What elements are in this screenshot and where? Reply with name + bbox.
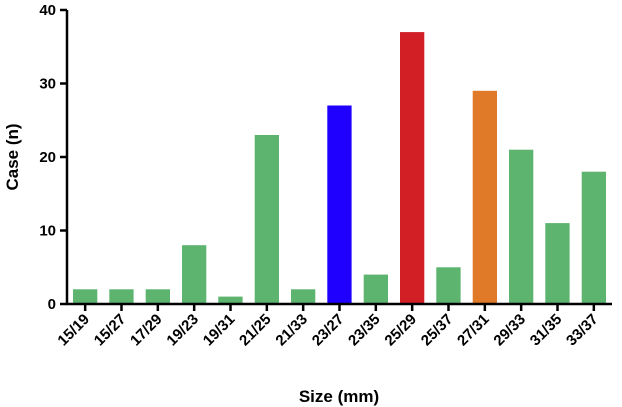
y-tick-label: 40 bbox=[39, 2, 56, 19]
x-axis-ticks: 15/1915/2717/2919/2319/3121/2521/3323/27… bbox=[54, 304, 602, 350]
x-tick-label: 17/29 bbox=[127, 311, 166, 350]
y-axis-ticks: 0 10 20 30 40 bbox=[39, 2, 67, 313]
x-tick-label: 23/35 bbox=[345, 311, 384, 350]
x-tick-label: 25/29 bbox=[381, 311, 420, 350]
x-tick-label: 21/33 bbox=[272, 311, 311, 350]
bar-25-29 bbox=[400, 32, 425, 304]
bar-27-31 bbox=[472, 90, 497, 304]
x-tick-label: 29/33 bbox=[490, 311, 529, 350]
x-tick-label: 15/27 bbox=[91, 311, 130, 350]
bar-19-23 bbox=[182, 245, 207, 304]
bars-group bbox=[73, 32, 606, 305]
bar-15-19 bbox=[73, 289, 98, 304]
y-tick-label: 10 bbox=[39, 223, 56, 240]
x-tick-label: 33/37 bbox=[563, 311, 602, 350]
bar-19-31 bbox=[218, 296, 243, 304]
y-tick-label: 0 bbox=[48, 296, 56, 313]
bar-29-33 bbox=[509, 149, 534, 304]
bar-21-25 bbox=[254, 135, 279, 304]
bar-21-33 bbox=[291, 289, 316, 304]
bar-15-27 bbox=[109, 289, 134, 304]
x-tick-label: 25/37 bbox=[418, 311, 457, 350]
bar-31-35 bbox=[545, 223, 570, 304]
bar-25-37 bbox=[436, 267, 461, 305]
bar-17-29 bbox=[145, 289, 170, 304]
y-tick-label: 30 bbox=[39, 76, 56, 93]
x-tick-label: 31/35 bbox=[527, 311, 566, 350]
bar-23-27 bbox=[327, 105, 352, 304]
x-tick-label: 21/25 bbox=[236, 311, 275, 350]
x-tick-label: 19/23 bbox=[163, 311, 202, 350]
x-tick-label: 19/31 bbox=[200, 311, 239, 350]
x-tick-label: 27/31 bbox=[454, 311, 493, 350]
y-tick-label: 20 bbox=[39, 149, 56, 166]
x-axis-title: Size (mm) bbox=[299, 387, 379, 406]
bar-23-35 bbox=[363, 274, 388, 304]
y-axis-title: Case (n) bbox=[3, 123, 22, 190]
bar-33-37 bbox=[581, 171, 606, 304]
x-tick-label: 23/27 bbox=[309, 311, 348, 350]
x-tick-label: 15/19 bbox=[54, 311, 93, 350]
